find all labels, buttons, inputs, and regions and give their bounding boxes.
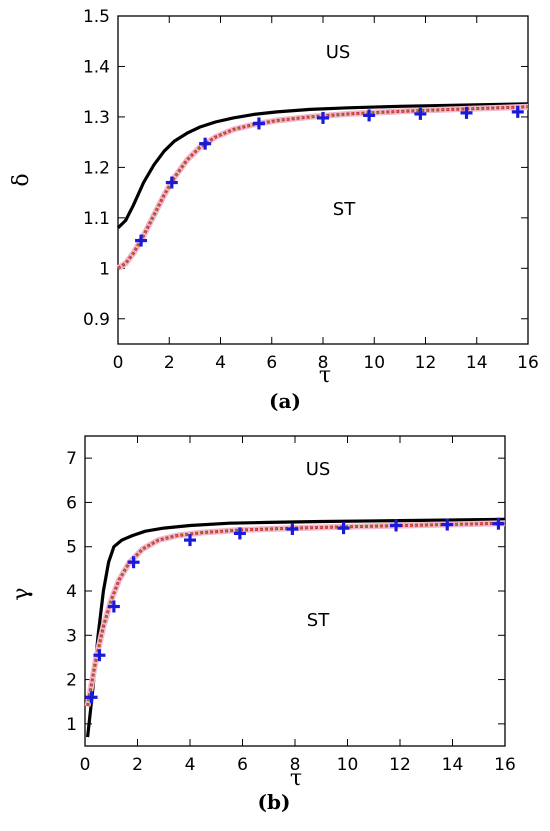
data-point-plus — [317, 111, 329, 124]
series-line-dotted — [117, 105, 529, 270]
data-point-plus — [107, 600, 120, 613]
y-axis-label-b: γ — [9, 587, 34, 600]
data-point-plus — [233, 527, 246, 540]
data-point-plus — [199, 137, 212, 150]
x-tick-label: 14 — [466, 353, 488, 373]
caption-a: (a) — [269, 389, 301, 413]
x-tick-label: 12 — [415, 353, 437, 373]
series-line-halo — [116, 103, 529, 271]
region-label-us-b: US — [306, 459, 331, 480]
series-line-dotted — [86, 521, 506, 707]
x-tick-label: 6 — [266, 353, 277, 373]
y-tick-label: 7 — [66, 449, 77, 469]
x-axis-label-a: τ — [319, 363, 331, 388]
data-point-plus — [460, 106, 473, 119]
ticks-a: 0 2 4 6 8 10 12 14 16 0.9 1 1.1 1.2 1.3 1.4 1.5 — [83, 7, 539, 373]
y-tick-label: 1 — [66, 715, 77, 735]
region-label-us-a: US — [326, 42, 351, 63]
data-point-plus — [492, 517, 505, 530]
series-line-halo — [84, 520, 506, 707]
plot-frame-a — [117, 15, 529, 345]
x-tick-label: 10 — [363, 353, 385, 373]
x-axis-label-b: τ — [290, 766, 302, 791]
series-line-dotted-accent — [117, 106, 529, 269]
data-point-plus — [135, 234, 148, 247]
data-point-plus — [184, 534, 196, 547]
y-tick-label: 1.5 — [83, 7, 110, 27]
data-point-plus — [441, 518, 454, 531]
caption-b: (b) — [258, 790, 291, 814]
data-point-plus — [286, 523, 299, 535]
x-tick-label: 4 — [185, 755, 196, 775]
y-tick-label: 1.3 — [83, 108, 110, 128]
x-tick-label: 0 — [80, 755, 91, 775]
data-point-plus — [85, 691, 98, 704]
y-tick-label: 0.9 — [83, 310, 110, 330]
x-tick-label: 16 — [494, 755, 516, 775]
data-point-plus — [390, 519, 403, 532]
y-tick-label: 1.4 — [83, 57, 110, 77]
x-tick-label: 6 — [237, 755, 248, 775]
plot-frame-b — [84, 435, 506, 747]
series-b — [84, 517, 506, 738]
data-point-plus — [337, 522, 350, 535]
x-tick-label: 0 — [113, 353, 124, 373]
series-a — [116, 102, 529, 271]
y-tick-label: 1.1 — [83, 209, 110, 229]
data-point-plus — [414, 107, 427, 120]
data-point-plus — [165, 176, 178, 189]
y-tick-label: 1.2 — [83, 158, 110, 178]
data-point-plus — [252, 117, 265, 130]
series-line-dotted-accent — [87, 522, 506, 707]
y-tick-label: 4 — [66, 582, 77, 602]
y-tick-label: 5 — [66, 538, 77, 558]
chart-panel-a: 0 2 4 6 8 10 12 14 16 0.9 1 1.1 1.2 1.3 1.4 1.5 US ST δ… — [9, 7, 539, 413]
y-tick-label: 2 — [66, 671, 77, 691]
data-point-plus — [363, 109, 376, 122]
series-line-solid — [116, 102, 529, 230]
x-tick-label: 8 — [318, 353, 329, 373]
data-point-plus — [127, 556, 140, 569]
series-line-solid — [86, 517, 506, 738]
x-tick-label: 2 — [164, 353, 175, 373]
x-tick-label: 2 — [132, 755, 143, 775]
region-label-st-a: ST — [333, 199, 356, 220]
y-tick-label: 1 — [99, 259, 110, 279]
data-point-plus — [93, 649, 106, 662]
x-tick-label: 4 — [215, 353, 226, 373]
region-label-st-b: ST — [307, 610, 330, 631]
x-tick-label: 16 — [517, 353, 539, 373]
x-tick-label: 8 — [290, 755, 301, 775]
y-tick-label: 3 — [66, 626, 77, 646]
x-tick-label: 10 — [337, 755, 359, 775]
y-tick-label: 6 — [66, 493, 77, 513]
x-tick-label: 14 — [442, 755, 464, 775]
data-point-plus — [511, 105, 524, 118]
x-tick-label: 12 — [389, 755, 411, 775]
y-axis-label-a: δ — [9, 173, 34, 186]
